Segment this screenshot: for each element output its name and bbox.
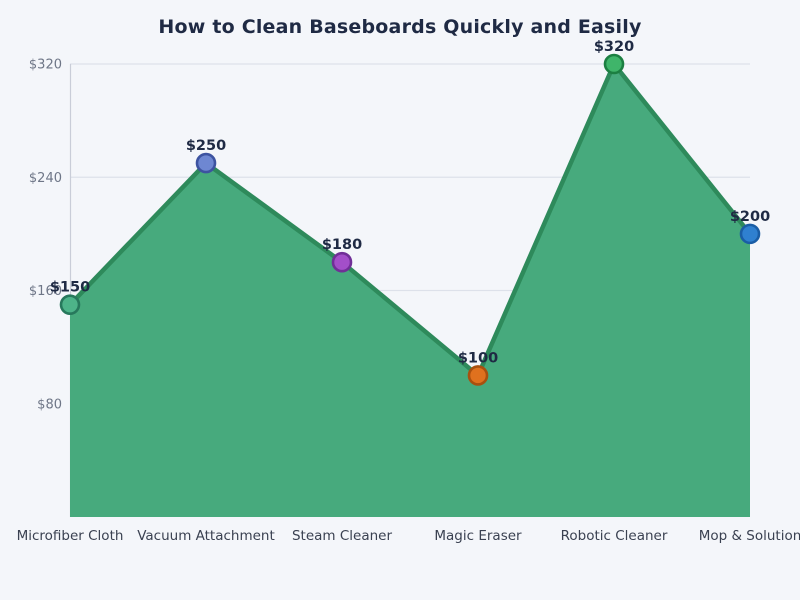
- data-point-label: $150: [50, 280, 90, 296]
- data-point: [195, 152, 217, 174]
- data-point-label: $250: [186, 138, 226, 154]
- y-tick-label: $320: [29, 58, 62, 73]
- data-point: [59, 294, 81, 315]
- data-point: [331, 251, 353, 273]
- y-tick-label: $240: [29, 171, 62, 186]
- data-point: [603, 53, 625, 75]
- y-tick-label: $80: [37, 397, 62, 412]
- data-point-label: $200: [730, 209, 770, 225]
- x-axis-label: Vacuum Attachment: [137, 528, 275, 544]
- data-point-label: $180: [322, 237, 362, 253]
- chart-title: How to Clean Baseboards Quickly and Easi…: [158, 16, 642, 38]
- x-axis-label: Microfiber Cloth: [17, 528, 124, 544]
- y-tick-label: $160: [29, 284, 62, 299]
- trend-line: [67, 61, 753, 378]
- x-axis-label: Magic Eraser: [434, 528, 522, 544]
- data-point-label: $320: [594, 39, 634, 55]
- data-point: [739, 223, 761, 245]
- area-fill: [70, 64, 750, 517]
- x-axis-label: Robotic Cleaner: [561, 528, 668, 544]
- data-point: [467, 365, 489, 386]
- data-point-label: $100: [458, 350, 498, 366]
- x-axis-label: Mop & Solution: [699, 528, 800, 544]
- x-axis-label: Steam Cleaner: [292, 528, 393, 544]
